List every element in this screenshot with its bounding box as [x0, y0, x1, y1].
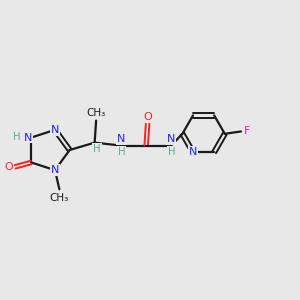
Text: CH₃: CH₃: [86, 108, 106, 118]
Text: N: N: [117, 134, 125, 144]
Text: H: H: [14, 132, 21, 142]
Text: N: N: [24, 133, 32, 142]
Text: N: N: [51, 165, 59, 175]
Text: O: O: [143, 112, 152, 122]
Text: O: O: [4, 163, 13, 172]
Text: N: N: [51, 125, 59, 135]
Text: F: F: [244, 126, 250, 136]
Text: N: N: [189, 147, 197, 157]
Text: N: N: [167, 134, 176, 144]
Text: H: H: [118, 147, 125, 157]
Text: H: H: [168, 147, 176, 157]
Text: CH₃: CH₃: [50, 193, 69, 202]
Text: H: H: [93, 143, 101, 154]
